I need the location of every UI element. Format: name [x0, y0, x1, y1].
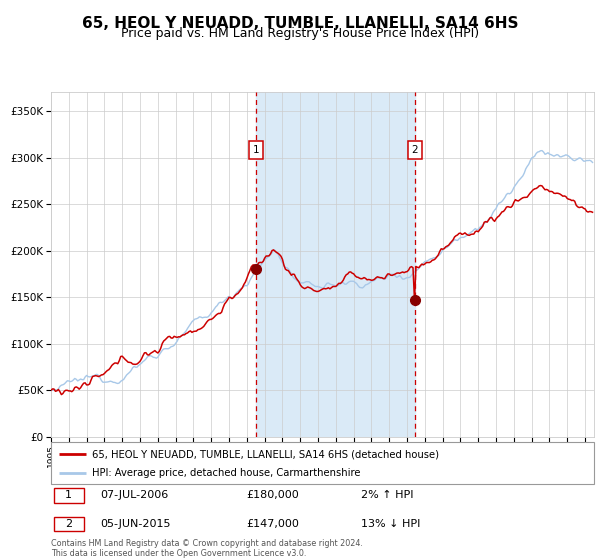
Text: 1: 1 [253, 145, 260, 155]
Text: 2% ↑ HPI: 2% ↑ HPI [361, 491, 413, 501]
Text: 13% ↓ HPI: 13% ↓ HPI [361, 519, 420, 529]
FancyBboxPatch shape [51, 442, 594, 484]
Text: 65, HEOL Y NEUADD, TUMBLE, LLANELLI, SA14 6HS (detached house): 65, HEOL Y NEUADD, TUMBLE, LLANELLI, SA1… [92, 449, 439, 459]
Bar [256, 92, 415, 437]
Text: 07-JUL-2006: 07-JUL-2006 [100, 491, 168, 501]
Text: HPI: Average price, detached house, Carmarthenshire: HPI: Average price, detached house, Carm… [92, 469, 360, 478]
Text: £180,000: £180,000 [247, 491, 299, 501]
Text: 1: 1 [65, 491, 72, 501]
Text: £147,000: £147,000 [247, 519, 299, 529]
FancyBboxPatch shape [54, 488, 83, 503]
Text: 2: 2 [65, 519, 72, 529]
Text: 2: 2 [411, 145, 418, 155]
Text: Contains HM Land Registry data © Crown copyright and database right 2024.
This d: Contains HM Land Registry data © Crown c… [51, 539, 363, 558]
FancyBboxPatch shape [54, 516, 83, 531]
Text: 65, HEOL Y NEUADD, TUMBLE, LLANELLI, SA14 6HS: 65, HEOL Y NEUADD, TUMBLE, LLANELLI, SA1… [82, 16, 518, 31]
Text: 05-JUN-2015: 05-JUN-2015 [100, 519, 170, 529]
Text: Price paid vs. HM Land Registry's House Price Index (HPI): Price paid vs. HM Land Registry's House … [121, 27, 479, 40]
